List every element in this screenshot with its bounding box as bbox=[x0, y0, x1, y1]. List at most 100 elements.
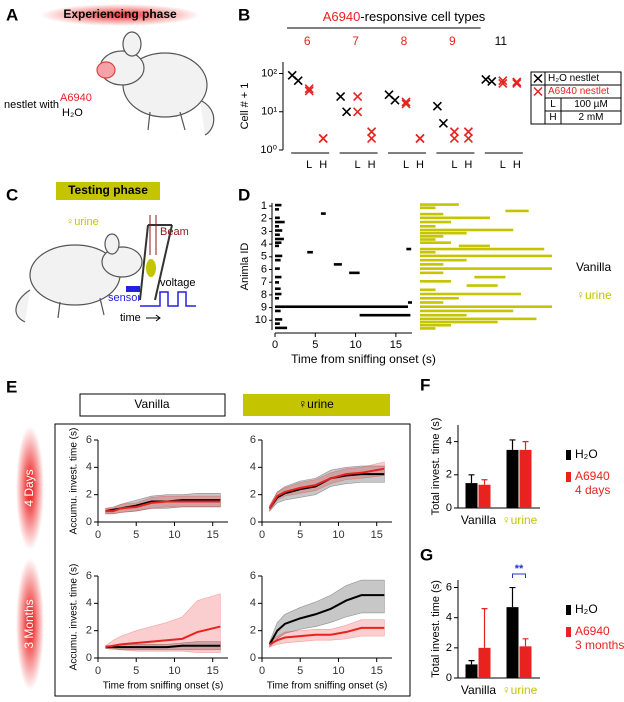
x-tick-label: ♀urine bbox=[502, 683, 538, 697]
x-tick-label: 10 bbox=[168, 665, 180, 677]
y-tick-label: 4 bbox=[261, 238, 267, 250]
urine-text: ♀urine bbox=[66, 216, 99, 228]
y-axis-label: Accumu. invest. time (s) bbox=[69, 564, 80, 671]
x-tick-label: 10 bbox=[168, 529, 180, 541]
error-bar bbox=[468, 474, 475, 484]
y-axis-label: Cell # + 1 bbox=[239, 83, 251, 130]
legend-swatch bbox=[566, 627, 571, 637]
x-tick-label: H bbox=[368, 159, 376, 171]
cross-marker bbox=[481, 74, 491, 85]
frame bbox=[54, 423, 411, 697]
bout bbox=[275, 203, 282, 207]
y-tick-label: 1 bbox=[261, 200, 267, 212]
x-tick-label: 5 bbox=[133, 529, 139, 541]
error-bar bbox=[522, 441, 529, 450]
row-label: 4 Days bbox=[22, 469, 36, 506]
phase-box bbox=[56, 182, 160, 200]
bout bbox=[275, 216, 280, 220]
y-tick-label: 6 bbox=[86, 570, 92, 582]
legend-label: A6940 bbox=[575, 624, 610, 638]
urine-drop bbox=[146, 259, 156, 277]
x-tick-label: ♀urine bbox=[502, 513, 538, 527]
legend-label: A6940 bbox=[575, 469, 610, 483]
legend-swatch bbox=[566, 472, 571, 482]
bout bbox=[420, 250, 436, 254]
bout bbox=[420, 212, 444, 216]
x-tick-label: H bbox=[319, 159, 327, 171]
row-glow bbox=[16, 558, 44, 690]
mouse-illustration bbox=[96, 31, 215, 136]
y-tick-label: 2 bbox=[446, 469, 452, 481]
bout bbox=[420, 296, 459, 300]
legend-swatch bbox=[566, 605, 571, 615]
cross-marker bbox=[318, 133, 328, 144]
x-tick-label: L bbox=[451, 159, 457, 171]
y-tick-label: 4 bbox=[446, 612, 452, 624]
bout bbox=[320, 212, 326, 215]
bar bbox=[506, 449, 519, 508]
x-tick-label: 10 bbox=[332, 665, 344, 677]
x-tick-label: 5 bbox=[297, 529, 303, 541]
bout bbox=[275, 241, 282, 244]
x-tick-label: 0 bbox=[95, 529, 101, 541]
confidence-band bbox=[269, 619, 385, 648]
y-tick-label: 10² bbox=[261, 67, 277, 79]
bar bbox=[519, 646, 532, 678]
category-label: 6 bbox=[304, 34, 311, 48]
bout bbox=[420, 206, 436, 210]
bout bbox=[275, 208, 280, 211]
row-label: 3 Months bbox=[22, 599, 36, 648]
significance-label: ** bbox=[515, 563, 524, 575]
y-tick-label: 0 bbox=[446, 672, 452, 684]
significance-bracket bbox=[512, 573, 526, 578]
bout bbox=[275, 267, 280, 270]
x-axis-label: Time from sniffing onset (s) bbox=[267, 681, 388, 692]
a6940-text: A6940 bbox=[60, 92, 92, 104]
confidence-band bbox=[105, 593, 221, 653]
x-tick-label: 0 bbox=[95, 665, 101, 677]
legend-note: 3 months bbox=[575, 638, 624, 652]
bout bbox=[275, 244, 280, 248]
x-axis-label: Time from sniffing onset (s) bbox=[291, 352, 436, 366]
error-bar bbox=[481, 479, 488, 485]
panel-label: E bbox=[6, 377, 17, 396]
x-tick-label: 15 bbox=[371, 665, 383, 677]
cross-marker bbox=[498, 78, 508, 89]
bout bbox=[420, 224, 436, 228]
bout bbox=[420, 292, 521, 296]
bout bbox=[349, 271, 360, 275]
h2o-text: H₂O bbox=[62, 107, 83, 119]
bout bbox=[406, 247, 412, 251]
bout bbox=[505, 209, 529, 213]
bout bbox=[420, 280, 452, 283]
chart-title: A6940-responsive cell types bbox=[323, 9, 486, 24]
cross-marker bbox=[304, 86, 314, 96]
x-tick-label: H bbox=[464, 159, 472, 171]
bout bbox=[275, 229, 283, 232]
bout bbox=[275, 287, 281, 291]
bout bbox=[333, 263, 342, 266]
bout bbox=[420, 203, 459, 206]
x-tick-label: 5 bbox=[312, 339, 318, 351]
bout bbox=[359, 313, 411, 317]
legend-label: L bbox=[550, 99, 556, 110]
cross-marker bbox=[449, 127, 459, 137]
legend-label: 100 µM bbox=[574, 99, 608, 110]
line bbox=[105, 500, 221, 513]
legend-swatch bbox=[566, 450, 571, 460]
y-tick-label: 4 bbox=[250, 597, 256, 609]
y-axis-label: Total invest. time (s) bbox=[430, 418, 442, 516]
time-text: time bbox=[120, 312, 141, 324]
bout bbox=[420, 309, 514, 313]
beam-text: Beam bbox=[160, 226, 189, 238]
panel-label: G bbox=[420, 545, 433, 564]
confidence-band bbox=[105, 492, 221, 515]
bout bbox=[420, 254, 552, 258]
legend-label: H₂O bbox=[575, 447, 598, 461]
x-tick-label: 15 bbox=[390, 339, 402, 351]
bout bbox=[420, 317, 537, 321]
line bbox=[268, 467, 385, 509]
error-bar bbox=[509, 586, 516, 608]
x-tick-label: 0 bbox=[259, 665, 265, 677]
error-bar bbox=[509, 439, 516, 450]
